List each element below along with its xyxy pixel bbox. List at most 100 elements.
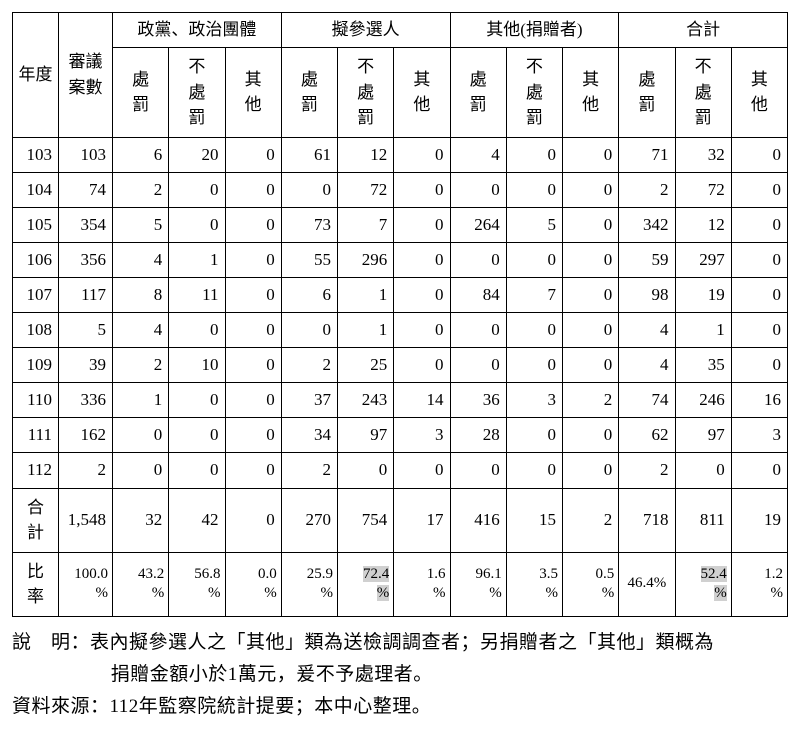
table-cell: 0 <box>113 453 169 488</box>
table-cell: 0 <box>225 453 281 488</box>
table-cell: 3.5% <box>506 552 562 616</box>
table-cell: 0 <box>225 418 281 453</box>
table-cell: 46.4% <box>619 552 675 616</box>
table-cell: 0.0% <box>225 552 281 616</box>
table-cell: 98 <box>619 277 675 312</box>
sub-col-label: 其他 <box>228 67 279 118</box>
table-cell: 4 <box>619 313 675 348</box>
table-cell: 0 <box>394 277 450 312</box>
table-cell: 2 <box>619 172 675 207</box>
table-cell: 0 <box>506 418 562 453</box>
table-cell: 59 <box>619 242 675 277</box>
table-cell: 0 <box>394 207 450 242</box>
sub-col-label: 處罰 <box>115 67 166 118</box>
table-cell: 32 <box>675 137 731 172</box>
table-cell: 297 <box>675 242 731 277</box>
table-cell: 108 <box>13 313 59 348</box>
table-cell: 104 <box>13 172 59 207</box>
table-cell: 0 <box>394 348 450 383</box>
table-cell: 0 <box>225 348 281 383</box>
table-cell: 97 <box>338 418 394 453</box>
table-cell: 0 <box>225 242 281 277</box>
table-cell: 10 <box>169 348 225 383</box>
table-cell: 0 <box>563 207 619 242</box>
table-cell: 39 <box>59 348 113 383</box>
table-cell: 0 <box>506 242 562 277</box>
table-cell: 270 <box>281 488 337 552</box>
table-cell: 2 <box>113 172 169 207</box>
sub-col-label: 處罰 <box>453 67 504 118</box>
table-row: 1047420007200002720 <box>13 172 788 207</box>
table-row: 10310362006112040071320 <box>13 137 788 172</box>
table-row: 10939210022500004350 <box>13 348 788 383</box>
table-cell: 0 <box>731 207 787 242</box>
table-cell: 0 <box>731 348 787 383</box>
table-cell: 112 <box>13 453 59 488</box>
table-cell: 0 <box>394 172 450 207</box>
table-row: 1085400010000410 <box>13 313 788 348</box>
table-cell: 4 <box>450 137 506 172</box>
table-cell: 1,548 <box>59 488 113 552</box>
table-cell: 105 <box>13 207 59 242</box>
table-cell: 0 <box>563 453 619 488</box>
table-cell: 0.5% <box>563 552 619 616</box>
table-cell: 0 <box>563 172 619 207</box>
table-cell: 55 <box>281 242 337 277</box>
table-cell: 36 <box>450 383 506 418</box>
table-cell: 62 <box>619 418 675 453</box>
table-cell: 0 <box>731 137 787 172</box>
col-year: 年度 <box>15 62 56 88</box>
table-cell: 246 <box>675 383 731 418</box>
table-cell: 0 <box>225 488 281 552</box>
note-source: 資料來源：112年監察院統計提要；本中心整理。 <box>12 691 788 723</box>
table-cell: 1 <box>675 313 731 348</box>
table-cell: 0 <box>450 453 506 488</box>
col-group1: 政黨、政治團體 <box>113 13 282 48</box>
table-cell: 0 <box>394 242 450 277</box>
table-cell: 103 <box>13 137 59 172</box>
table-cell: 2 <box>563 383 619 418</box>
table-cell: 19 <box>675 277 731 312</box>
col-group4: 合計 <box>619 13 788 48</box>
table-cell: 37 <box>281 383 337 418</box>
table-cell: 43.2% <box>113 552 169 616</box>
table-cell: 7 <box>338 207 394 242</box>
table-cell: 合計 <box>13 488 59 552</box>
table-cell: 0 <box>225 207 281 242</box>
table-cell: 42 <box>169 488 225 552</box>
table-cell: 96.1% <box>450 552 506 616</box>
table-cell: 34 <box>281 418 337 453</box>
table-cell: 16 <box>731 383 787 418</box>
table-cell: 754 <box>338 488 394 552</box>
table-row-ratio: 比率100.0%43.2%56.8%0.0%25.9%72.4%1.6%96.1… <box>13 552 788 616</box>
table-cell: 0 <box>394 453 450 488</box>
table-cell: 1.6% <box>394 552 450 616</box>
table-cell: 72 <box>338 172 394 207</box>
table-cell: 14 <box>394 383 450 418</box>
table-cell: 0 <box>506 453 562 488</box>
table-cell: 356 <box>59 242 113 277</box>
table-cell: 32 <box>113 488 169 552</box>
table-cell: 342 <box>619 207 675 242</box>
table-cell: 12 <box>675 207 731 242</box>
table-cell: 811 <box>675 488 731 552</box>
table-cell: 52.4% <box>675 552 731 616</box>
table-cell: 0 <box>506 348 562 383</box>
table-row: 105354500737026450342120 <box>13 207 788 242</box>
table-body: 1031036200611204007132010474200072000027… <box>13 137 788 616</box>
table-cell: 0 <box>169 453 225 488</box>
table-cell: 4 <box>113 242 169 277</box>
table-cell: 1.2% <box>731 552 787 616</box>
table-cell: 0 <box>169 172 225 207</box>
col-group2: 擬參選人 <box>281 13 450 48</box>
table-cell: 109 <box>13 348 59 383</box>
table-cell: 0 <box>225 137 281 172</box>
table-cell: 0 <box>563 418 619 453</box>
table-cell: 0 <box>281 172 337 207</box>
table-cell: 0 <box>169 418 225 453</box>
col-group3: 其他(捐贈者) <box>450 13 619 48</box>
table-cell: 20 <box>169 137 225 172</box>
footnotes: 說 明：表內擬參選人之「其他」類為送檢調調查者；另捐贈者之「其他」類概為 捐贈金… <box>12 627 788 724</box>
table-cell: 74 <box>59 172 113 207</box>
table-cell: 0 <box>225 277 281 312</box>
